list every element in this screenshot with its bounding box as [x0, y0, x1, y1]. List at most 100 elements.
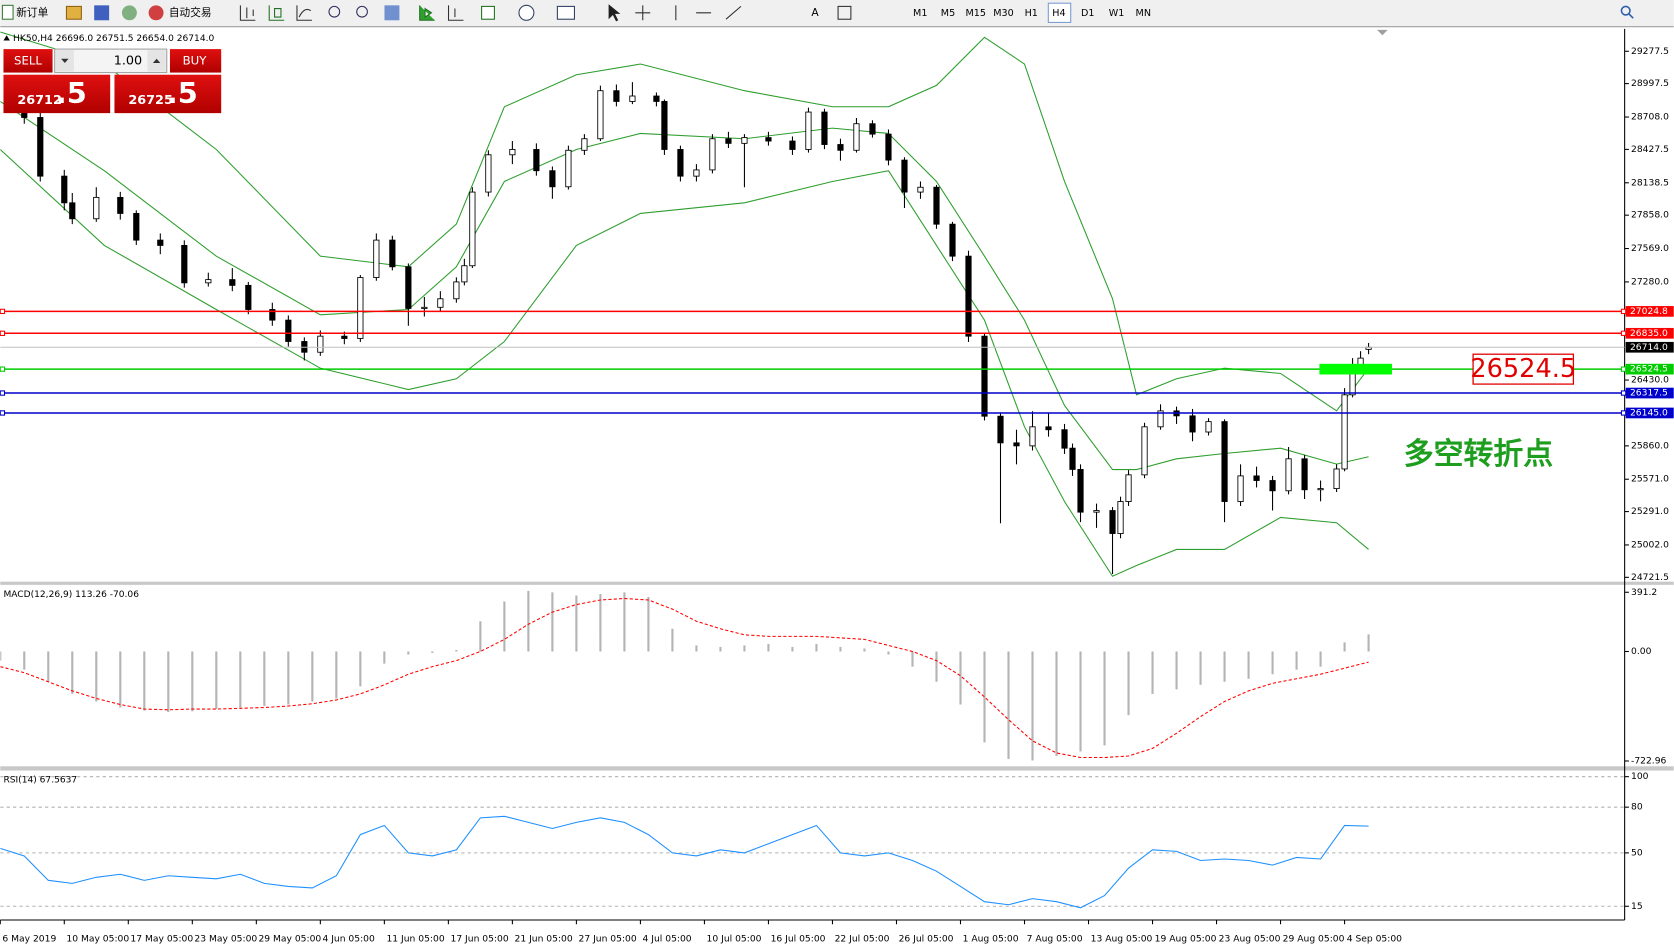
icon[interactable] — [296, 5, 312, 21]
icon[interactable] — [481, 5, 495, 20]
candle-body — [157, 239, 164, 246]
y-tick-label: 25291.0 — [1631, 506, 1669, 517]
y-tick-label: 28427.5 — [1631, 144, 1669, 155]
one-click-trading: SELL 1.00 BUY 26712 .5 26725 .5 — [3, 48, 222, 114]
ask-box[interactable] — [114, 74, 222, 114]
icon[interactable] — [328, 5, 341, 18]
candle-body — [653, 95, 660, 102]
candle-body — [389, 239, 396, 268]
bollinger-lower — [0, 149, 1369, 577]
timeframe-button[interactable]: M30 — [993, 8, 1014, 19]
x-tick-label: 6 May 2019 — [2, 934, 56, 945]
timeframe-active[interactable] — [1047, 2, 1072, 23]
level-handle[interactable] — [1620, 410, 1627, 416]
candle-body — [1341, 394, 1348, 470]
chart-shift-marker[interactable] — [1377, 29, 1388, 36]
ask-price-pips: .5 — [167, 76, 198, 110]
level-handle[interactable] — [1620, 330, 1627, 336]
y-tick-label: 80 — [1631, 802, 1643, 813]
x-tick-label: 21 Jun 05:00 — [515, 934, 573, 945]
candle-body — [853, 123, 860, 151]
timeframe-button[interactable]: D1 — [1081, 8, 1094, 19]
candle-body — [597, 90, 604, 140]
y-tick-label: 24721.5 — [1631, 572, 1669, 583]
level-handle[interactable] — [0, 410, 6, 416]
x-tick-label: 10 Jul 05:00 — [707, 934, 762, 945]
current-price-box — [1625, 341, 1674, 353]
plot-area — [0, 31, 1625, 577]
level-handle[interactable] — [1620, 308, 1627, 315]
icon[interactable] — [556, 5, 575, 20]
candle-body — [901, 159, 908, 193]
bid-box[interactable] — [3, 74, 111, 114]
icon[interactable] — [419, 5, 435, 21]
candle-body — [1077, 469, 1084, 513]
icon[interactable] — [356, 5, 368, 18]
candle-body — [485, 154, 492, 193]
level-handle[interactable] — [1620, 390, 1627, 396]
timeframe-button[interactable]: M5 — [941, 8, 955, 19]
level-handle[interactable] — [0, 330, 6, 336]
icon[interactable] — [608, 4, 621, 22]
search-icon[interactable] — [1620, 5, 1631, 16]
y-tick-label: 27280.0 — [1631, 276, 1669, 287]
icon[interactable] — [837, 5, 852, 20]
level-handle[interactable] — [0, 308, 6, 315]
icon[interactable] — [94, 5, 110, 21]
icon[interactable] — [65, 5, 82, 20]
y-tick-label: 391.2 — [1631, 587, 1657, 598]
lot-input[interactable] — [54, 48, 168, 74]
y-tick-label: 27858.0 — [1631, 210, 1669, 221]
y-tick-label: 29277.5 — [1631, 46, 1669, 57]
timeframe-button[interactable]: H1 — [1025, 8, 1038, 19]
icon[interactable] — [239, 5, 256, 21]
new-order-button[interactable]: 新订单 — [1, 4, 49, 20]
current-price-label: 26714.0 — [1630, 342, 1668, 353]
y-tick-label: -722.96 — [1631, 755, 1667, 766]
auto-trading-button[interactable]: 自动交易 — [148, 5, 212, 21]
buy-button[interactable] — [169, 49, 222, 73]
candle-body — [1221, 421, 1228, 502]
y-tick-label: 25571.0 — [1631, 474, 1669, 485]
x-tick-label: 13 Aug 05:00 — [1091, 934, 1153, 945]
icon[interactable] — [675, 5, 742, 21]
y-tick-label: 28708.0 — [1631, 112, 1669, 123]
icon[interactable] — [384, 5, 400, 21]
sell-button[interactable] — [3, 49, 53, 73]
rsi-line — [0, 815, 1369, 909]
icon[interactable]: A — [811, 6, 819, 19]
timeframe-button[interactable]: M15 — [965, 8, 986, 19]
level-handle[interactable] — [1620, 366, 1627, 372]
candle-body — [1117, 501, 1124, 534]
icon[interactable] — [121, 5, 137, 21]
candle-body — [1237, 475, 1244, 502]
timeframe-button[interactable]: W1 — [1109, 8, 1125, 19]
icon[interactable] — [447, 5, 464, 21]
level-handle[interactable] — [0, 366, 6, 372]
toolbar-bg — [0, 0, 1674, 27]
timeframe-button[interactable]: MN — [1136, 8, 1151, 19]
candle-body — [677, 149, 684, 177]
timeframe-button[interactable]: H4 — [1052, 8, 1065, 19]
x-tick-label: 23 Aug 05:00 — [1219, 934, 1281, 945]
candle-body — [741, 137, 748, 144]
x-tick-label: 29 Aug 05:00 — [1283, 934, 1345, 945]
candle-body — [1029, 426, 1036, 447]
x-tick-label: 22 Jul 05:00 — [835, 934, 890, 945]
toolbar: 新订单 自动交易 A M1 M5 M15 M30 H1 H4 D1 W1 MN — [0, 0, 1674, 28]
candle-body — [709, 138, 716, 171]
plot-area — [0, 776, 1625, 909]
candle-body — [533, 149, 540, 172]
icon[interactable] — [635, 5, 651, 21]
candle-body — [693, 169, 700, 177]
level-handle[interactable] — [0, 390, 6, 396]
candle-body — [613, 90, 620, 102]
timeframe-button[interactable]: M1 — [913, 8, 927, 19]
icon[interactable] — [268, 5, 285, 21]
icon[interactable] — [518, 4, 535, 21]
collapse-icon[interactable] — [3, 35, 10, 41]
pivot-box — [1472, 353, 1575, 385]
panel-separator — [0, 766, 1674, 771]
chart-panel: 391.2 0.00 -722.96 MACD(12,26,9) 113.26 -70… — [0, 587, 1667, 766]
